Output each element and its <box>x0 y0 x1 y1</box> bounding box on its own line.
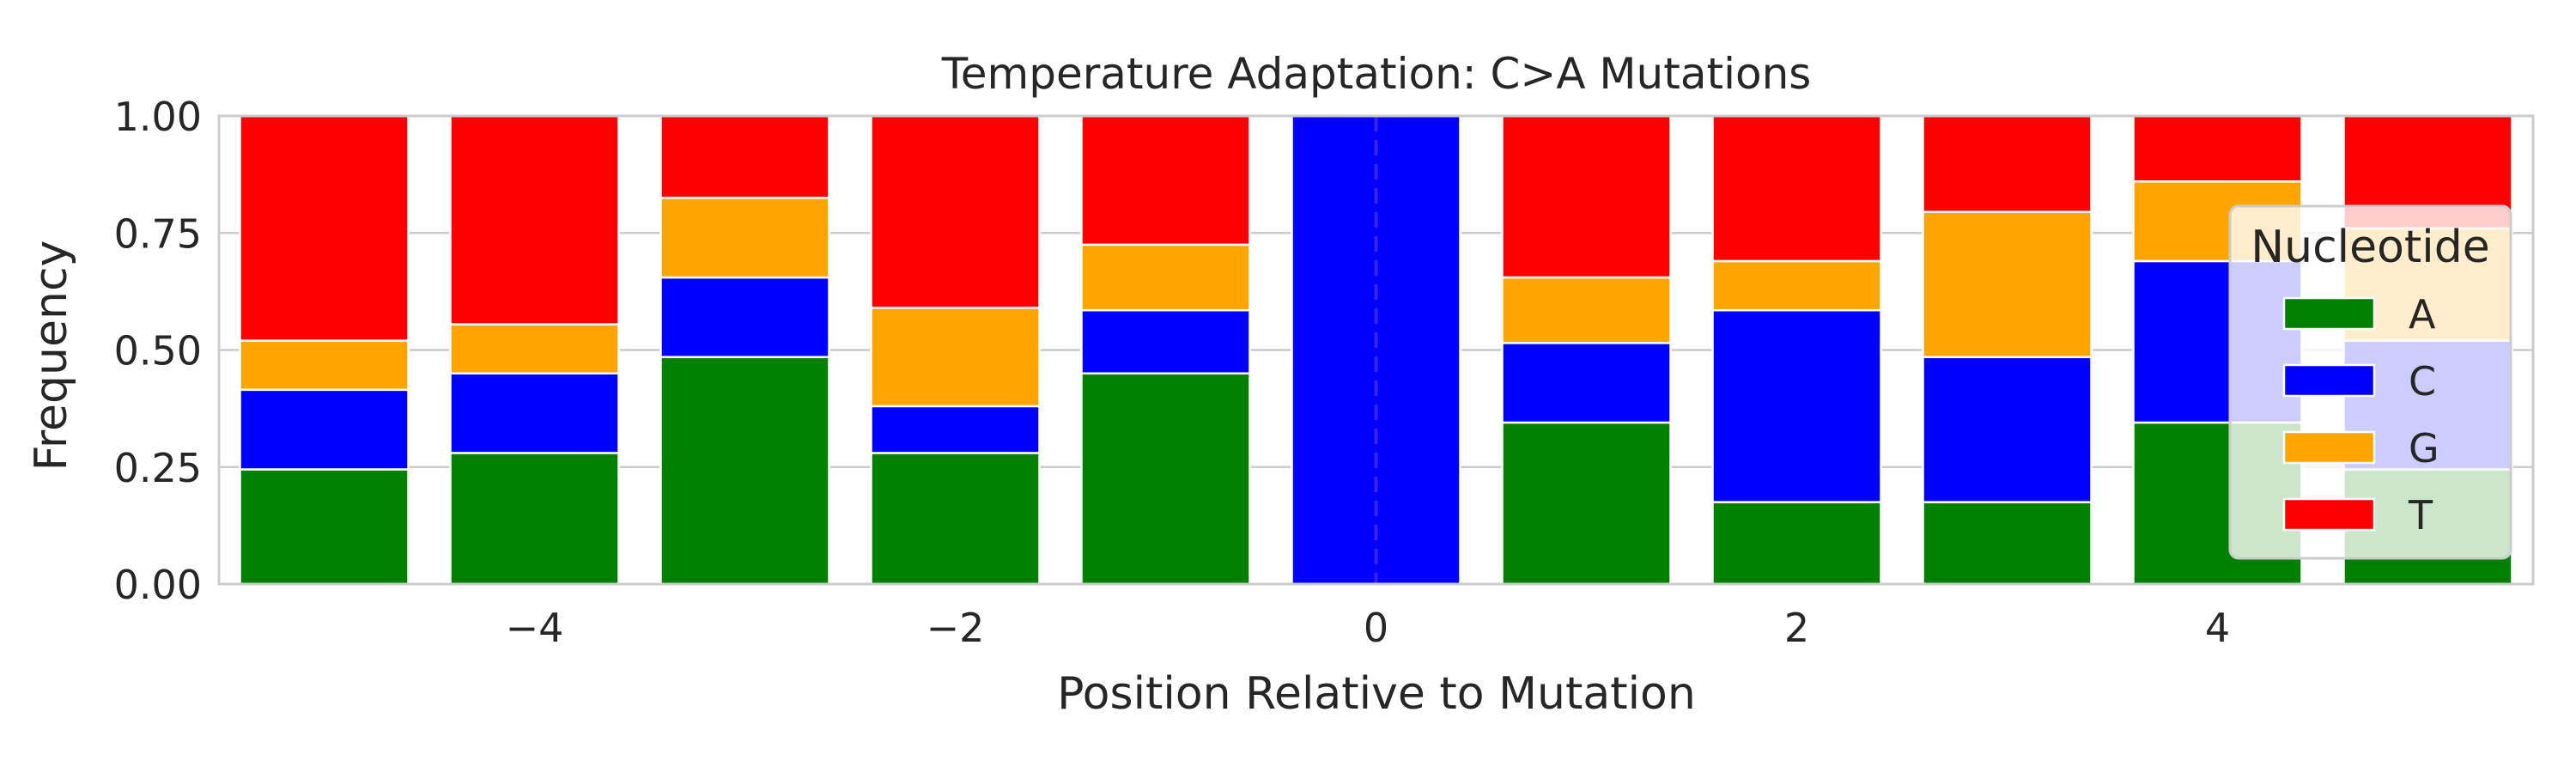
bar-segment-c <box>1711 308 1882 503</box>
y-tick-label: 0.00 <box>114 562 202 608</box>
y-tick-label: 0.75 <box>114 210 202 257</box>
bar-segment-a <box>1922 501 2093 586</box>
x-tick-label: 0 <box>1364 605 1388 651</box>
bar-segment-g <box>659 197 830 279</box>
chart-title: Temperature Adaptation: C>A Mutations <box>941 49 1812 99</box>
y-tick-label: 1.00 <box>114 94 202 140</box>
legend-swatch-c <box>2282 363 2376 398</box>
legend-title: Nucleotide <box>2251 222 2490 273</box>
bar-segment-a <box>870 452 1041 586</box>
bar-segment-t <box>1501 114 1672 279</box>
legend-label-a: A <box>2409 291 2436 338</box>
plot-frame <box>217 114 2535 586</box>
bar-segment-g <box>870 307 1041 408</box>
bar-segment-t <box>2132 114 2303 183</box>
legend-swatch-g <box>2282 430 2376 465</box>
bar-segment-t <box>659 114 830 199</box>
bar-segment-g <box>1711 259 1882 312</box>
bar-segment-c <box>449 372 620 454</box>
y-tick-label: 0.50 <box>114 328 202 374</box>
y-tick-label: 0.25 <box>114 445 202 491</box>
bar-segment-t <box>1922 114 2093 213</box>
bar-segment-c <box>1501 342 1672 424</box>
bar-segment-a <box>659 356 830 586</box>
legend-label-c: C <box>2409 358 2436 405</box>
x-tick-label: −4 <box>506 605 564 651</box>
x-axis-label: Position Relative to Mutation <box>1057 668 1696 720</box>
bar-segment-g <box>1501 276 1672 344</box>
bar-segment-t <box>1080 114 1251 247</box>
x-tick-label: 4 <box>2205 605 2230 651</box>
bar-segment-c <box>1080 308 1251 374</box>
legend-label-t: T <box>2408 492 2433 539</box>
bar-segment-t <box>449 114 620 326</box>
bar-segment-a <box>1080 372 1251 586</box>
bar-segment-t <box>239 114 410 342</box>
legend-swatch-t <box>2282 497 2376 532</box>
x-tick-label: 2 <box>1784 605 1809 651</box>
y-axis-label: Frequency <box>26 240 77 472</box>
bar-segment-g <box>239 339 410 392</box>
bar-segment-a <box>1501 421 1672 586</box>
bar-segment-t <box>870 114 1041 309</box>
bar-segment-a <box>1711 501 1882 586</box>
legend-swatch-a <box>2282 296 2376 331</box>
bar-segment-c <box>1922 356 2093 503</box>
bar-segment-g <box>1922 210 2093 358</box>
bar-segment-a <box>239 468 410 586</box>
bar-segment-g <box>1080 243 1251 312</box>
bar-segment-c <box>870 405 1041 454</box>
bar-segment-c <box>239 388 410 471</box>
bar-segment-a <box>449 452 620 586</box>
axis-ticks: 0.00 0.25 0.50 0.75 1.00 −4 −2 0 2 4 <box>114 94 2231 651</box>
bar-segment-t <box>1711 114 1882 263</box>
x-tick-label: −2 <box>927 605 985 651</box>
bar-segment-g <box>449 323 620 374</box>
bar-segment-c <box>659 276 830 358</box>
legend-label-g: G <box>2409 425 2439 472</box>
